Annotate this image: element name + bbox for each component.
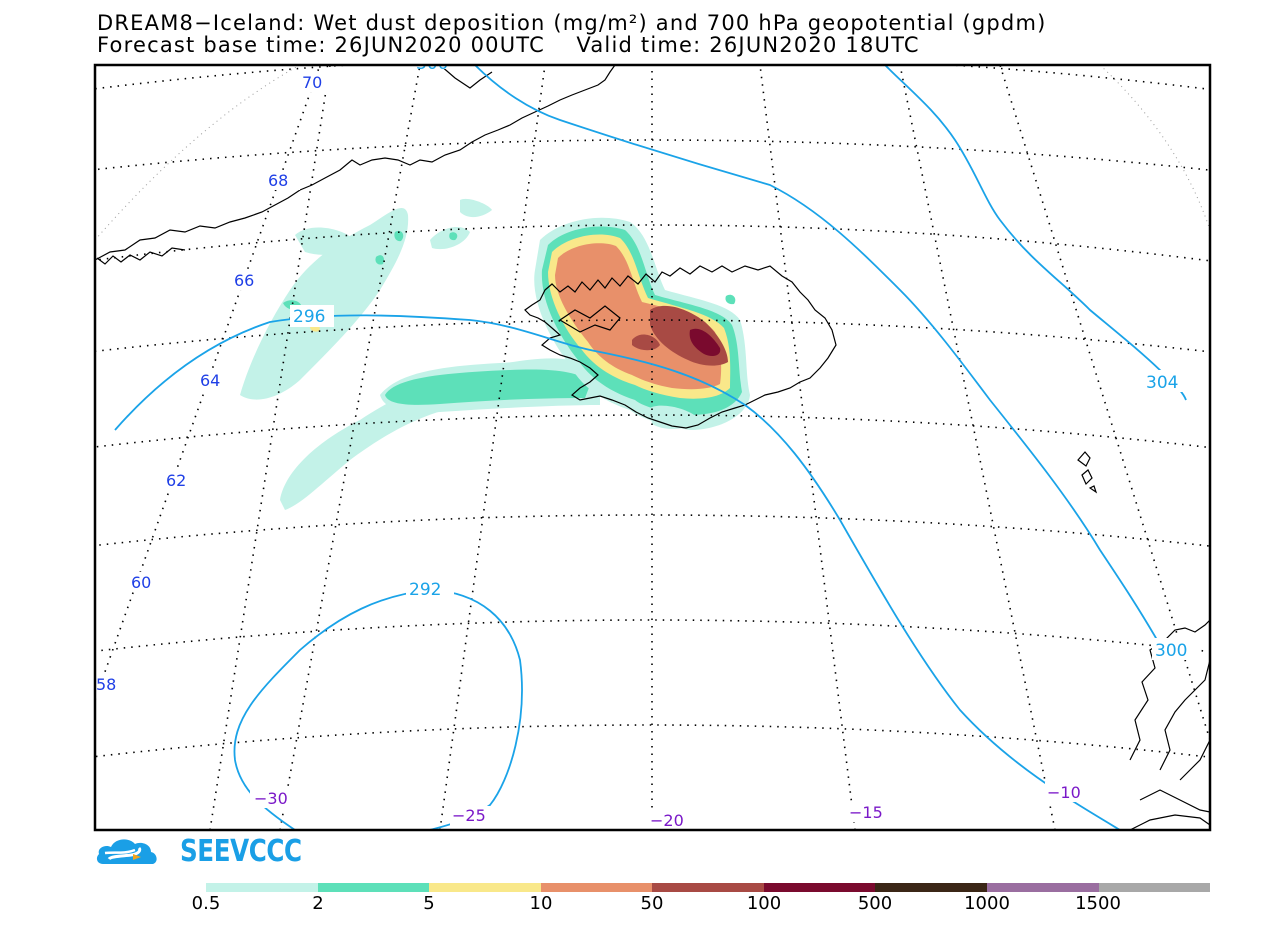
deposition-west-streak (240, 208, 409, 400)
colorbar-segment-6 (763, 883, 876, 892)
lat-label-64: 64 (200, 371, 220, 390)
contour-304 (884, 65, 1187, 401)
contour-label-300-north: 300 (416, 54, 448, 74)
longitude-labels: −30 −25 −20 −15 −10 (250, 782, 1097, 830)
deposition-band-medium (385, 369, 590, 405)
coastlines (95, 65, 1210, 830)
colorbar-label-100: 100 (746, 893, 782, 914)
iceland-coast (524, 265, 837, 429)
latitude-labels: 70 68 66 64 62 60 58 (95, 72, 334, 695)
latitude-gridlines (95, 65, 1210, 759)
deposition-dot-2 (375, 255, 385, 265)
deposition-map: 296 292 304 300 300 70 68 66 64 62 60 58 (93, 54, 1212, 832)
colorbar-label-0-5: 0.5 (191, 893, 221, 914)
deposition-dot-3 (394, 230, 404, 242)
deposition-patch-2 (460, 198, 492, 218)
lat-label-68: 68 (268, 171, 288, 190)
contour-300 (474, 65, 1166, 651)
lon-label-20: −20 (650, 811, 684, 830)
colorbar-label-1500: 1500 (1075, 893, 1121, 914)
contour-label-300-east: 300 (1155, 641, 1187, 661)
map-title: DREAM8−Iceland: Wet dust deposition (mg/… (97, 11, 1047, 35)
contour-label-296: 296 (293, 307, 325, 327)
lat-label-58: 58 (96, 675, 116, 694)
lat-label-70: 70 (302, 73, 322, 92)
colorbar-label-500: 500 (857, 893, 893, 914)
colorbar-segment-2 (317, 883, 430, 892)
deposition-west-streak-north (295, 227, 352, 255)
colorbar-segment-7 (875, 883, 987, 892)
lon-label-15: −15 (849, 803, 883, 822)
cloud-icon (96, 839, 157, 864)
faroe-islands (1077, 451, 1098, 494)
colorbar-label-50: 50 (640, 893, 664, 914)
seevccc-logo-text: SEEVCCC (180, 834, 302, 869)
colorbar-segment-3 (429, 883, 541, 892)
deposition-east-dot (725, 294, 736, 305)
colorbar-segment-8 (986, 883, 1099, 892)
seevccc-logo (96, 839, 157, 864)
greenland-coast (95, 65, 616, 261)
contour-labels: 296 292 304 300 300 (290, 54, 1198, 661)
deposition-iceland-red-2 (632, 334, 660, 351)
lon-label-30: −30 (254, 789, 288, 808)
colorbar-label-10: 10 (529, 893, 553, 914)
map-subtitle-times: Forecast base time: 26JUN2020 00UTC Vali… (97, 33, 920, 57)
colorbar-segment-1 (206, 883, 318, 892)
colorbar-segment-9 (1098, 883, 1211, 892)
colorbar-segment-5 (652, 883, 764, 892)
norway-coast (1129, 619, 1210, 813)
colorbar-label-5: 5 (423, 893, 435, 914)
lon-label-10: −10 (1047, 783, 1081, 802)
lon-label-25: −25 (452, 806, 486, 825)
contour-label-304: 304 (1146, 373, 1178, 393)
lat-label-66: 66 (234, 271, 254, 290)
longitude-gridlines (95, 65, 1210, 830)
deposition-field (240, 198, 750, 510)
map-frame (93, 63, 1212, 832)
lat-label-60: 60 (131, 573, 151, 592)
deposition-dot-4 (449, 232, 458, 241)
colorbar-label-2: 2 (312, 893, 324, 914)
colorbar-segment-4 (540, 883, 653, 892)
colorbar-label-1000: 1000 (964, 893, 1010, 914)
deposition-colorbar (206, 883, 1211, 892)
deposition-iceland-darkred (689, 328, 721, 356)
lat-label-62: 62 (166, 471, 186, 490)
contour-label-292: 292 (409, 580, 441, 600)
